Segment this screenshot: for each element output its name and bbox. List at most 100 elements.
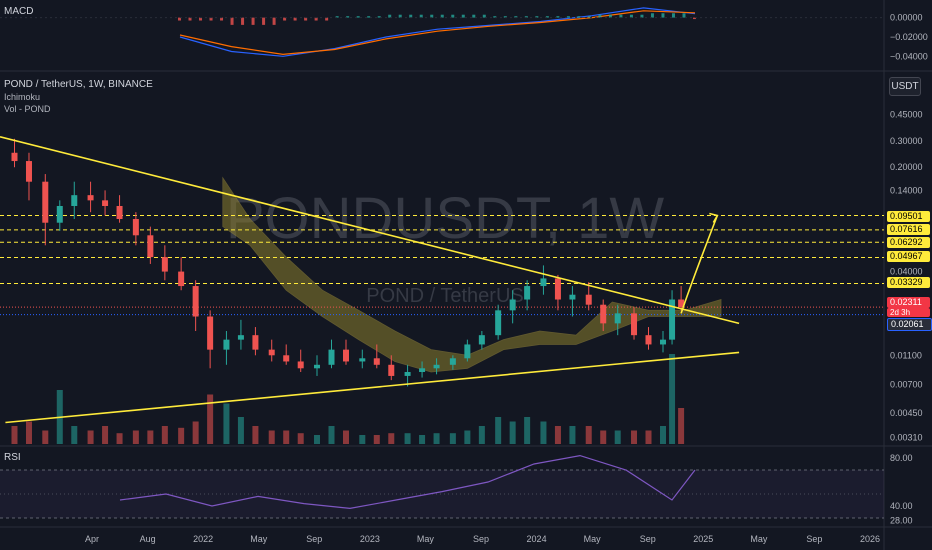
rsi-pane (0, 454, 884, 519)
candle-body (237, 335, 244, 340)
volume-bar (328, 426, 335, 444)
price-tick-7: 0.00450 (890, 408, 923, 418)
volume-bar (42, 430, 49, 444)
current-price-tag: 0.02061 (887, 318, 932, 331)
volume-bar (268, 430, 275, 444)
level-tag-5: 0.03329 (887, 277, 930, 288)
macd-hist-bar (304, 17, 308, 21)
volume-bar (669, 354, 676, 444)
volume-label[interactable]: Vol - POND (4, 104, 51, 114)
candle-body (87, 195, 94, 201)
macd-hist-bar (409, 14, 413, 18)
macd-hist-bar (577, 16, 581, 18)
candle-body (359, 358, 366, 362)
macd-hist-bar (598, 14, 602, 18)
level-tag-4: 0.04967 (887, 251, 930, 262)
candle-body (449, 358, 456, 365)
volume-bar (540, 421, 547, 444)
macd-hist-bar (451, 14, 455, 18)
candle-body (600, 304, 607, 324)
time-tick-6: May (417, 534, 435, 544)
ichimoku-label[interactable]: Ichimoku (4, 92, 41, 102)
candle-body (207, 316, 214, 350)
candle-body (554, 278, 561, 300)
rsi-label[interactable]: RSI (4, 452, 21, 463)
price-axis[interactable]: 0.45000 0.30000 0.20000 0.14000 0.04000 0.011… (890, 13, 928, 526)
macd-hist-bar (398, 14, 402, 18)
candle-body (297, 361, 304, 369)
candle-body (678, 299, 685, 308)
volume-bar (433, 433, 440, 444)
candle-body (56, 205, 63, 223)
candle-body (116, 205, 123, 220)
macd-hist-bar (241, 17, 245, 25)
candle-body (509, 299, 516, 311)
volume-bar (645, 430, 652, 444)
price-tick-2: 0.20000 (890, 162, 923, 172)
volume-bar (297, 433, 304, 444)
price-tick-4: 0.04000 (890, 267, 923, 277)
volume-bar (71, 426, 78, 444)
macd-hist-bar (178, 17, 181, 21)
time-tick-9: May (584, 534, 602, 544)
volume-bar (116, 433, 123, 444)
macd-tick-0: 0.00000 (890, 13, 923, 23)
volume-bar (495, 417, 502, 444)
macd-hist-bar (314, 17, 318, 21)
volume-bar (478, 426, 485, 444)
time-tick-3: May (250, 534, 268, 544)
time-tick-14: 2026 (860, 534, 880, 544)
macd-hist-bar (503, 16, 507, 18)
macd-hist-bar (377, 16, 381, 18)
candle-body (283, 355, 290, 362)
price-tick-0: 0.45000 (890, 110, 923, 120)
price-tick-6: 0.00700 (890, 380, 923, 390)
macd-line-0 (179, 7, 696, 57)
macd-hist-bar (199, 17, 203, 21)
macd-hist-bar (640, 14, 644, 18)
candle-body (178, 271, 185, 287)
candle-body (268, 349, 275, 356)
volume-bar (161, 426, 168, 444)
level-tag-2: 0.07616 (887, 224, 930, 235)
time-tick-12: May (750, 534, 768, 544)
symbol-watermark: PONDUSDT, 1W POND / TetherUS (226, 186, 665, 307)
macd-hist-bar (440, 14, 444, 18)
time-tick-11: 2025 (693, 534, 713, 544)
macd-hist-bar (472, 14, 476, 18)
macd-hist-bar (188, 17, 192, 21)
candle-body (42, 181, 49, 223)
volume-bar (192, 421, 199, 444)
macd-hist-bar (367, 16, 371, 18)
volume-bar (147, 430, 154, 444)
candle-body (495, 310, 502, 336)
volume-bar (87, 430, 94, 444)
macd-hist-bar (524, 16, 528, 18)
time-axis[interactable]: Apr Aug 2022 May Sep 2023 May Sep 2024 May Sep 2025… (85, 534, 880, 544)
volume-bar (25, 421, 32, 444)
candle-body (660, 339, 666, 345)
rsi-tick-2: 28.00 (890, 515, 913, 525)
rsi-line (119, 454, 696, 510)
time-tick-10: Sep (640, 534, 656, 544)
volume-bar (314, 435, 321, 444)
macd-hist-bar (325, 17, 329, 21)
time-tick-8: 2024 (527, 534, 547, 544)
price-tick-3: 0.14000 (890, 185, 923, 195)
volume-bar (373, 435, 380, 444)
macd-label[interactable]: MACD (4, 6, 34, 17)
macd-hist-bar (293, 17, 297, 21)
macd-hist-bar (430, 14, 434, 18)
macd-hist-bar (209, 17, 213, 21)
macd-hist-bar (230, 17, 234, 25)
macd-hist-bar (419, 14, 423, 18)
volume-bar (614, 430, 621, 444)
ichimoku-cloud (222, 176, 722, 373)
candle-body (11, 152, 18, 162)
symbol-title[interactable]: POND / TetherUS, 1W, BINANCE (4, 79, 153, 90)
projection-arrow (680, 215, 719, 314)
volume-bar (132, 430, 139, 444)
candle-body (223, 339, 230, 350)
currency-button[interactable]: USDT (889, 77, 921, 96)
